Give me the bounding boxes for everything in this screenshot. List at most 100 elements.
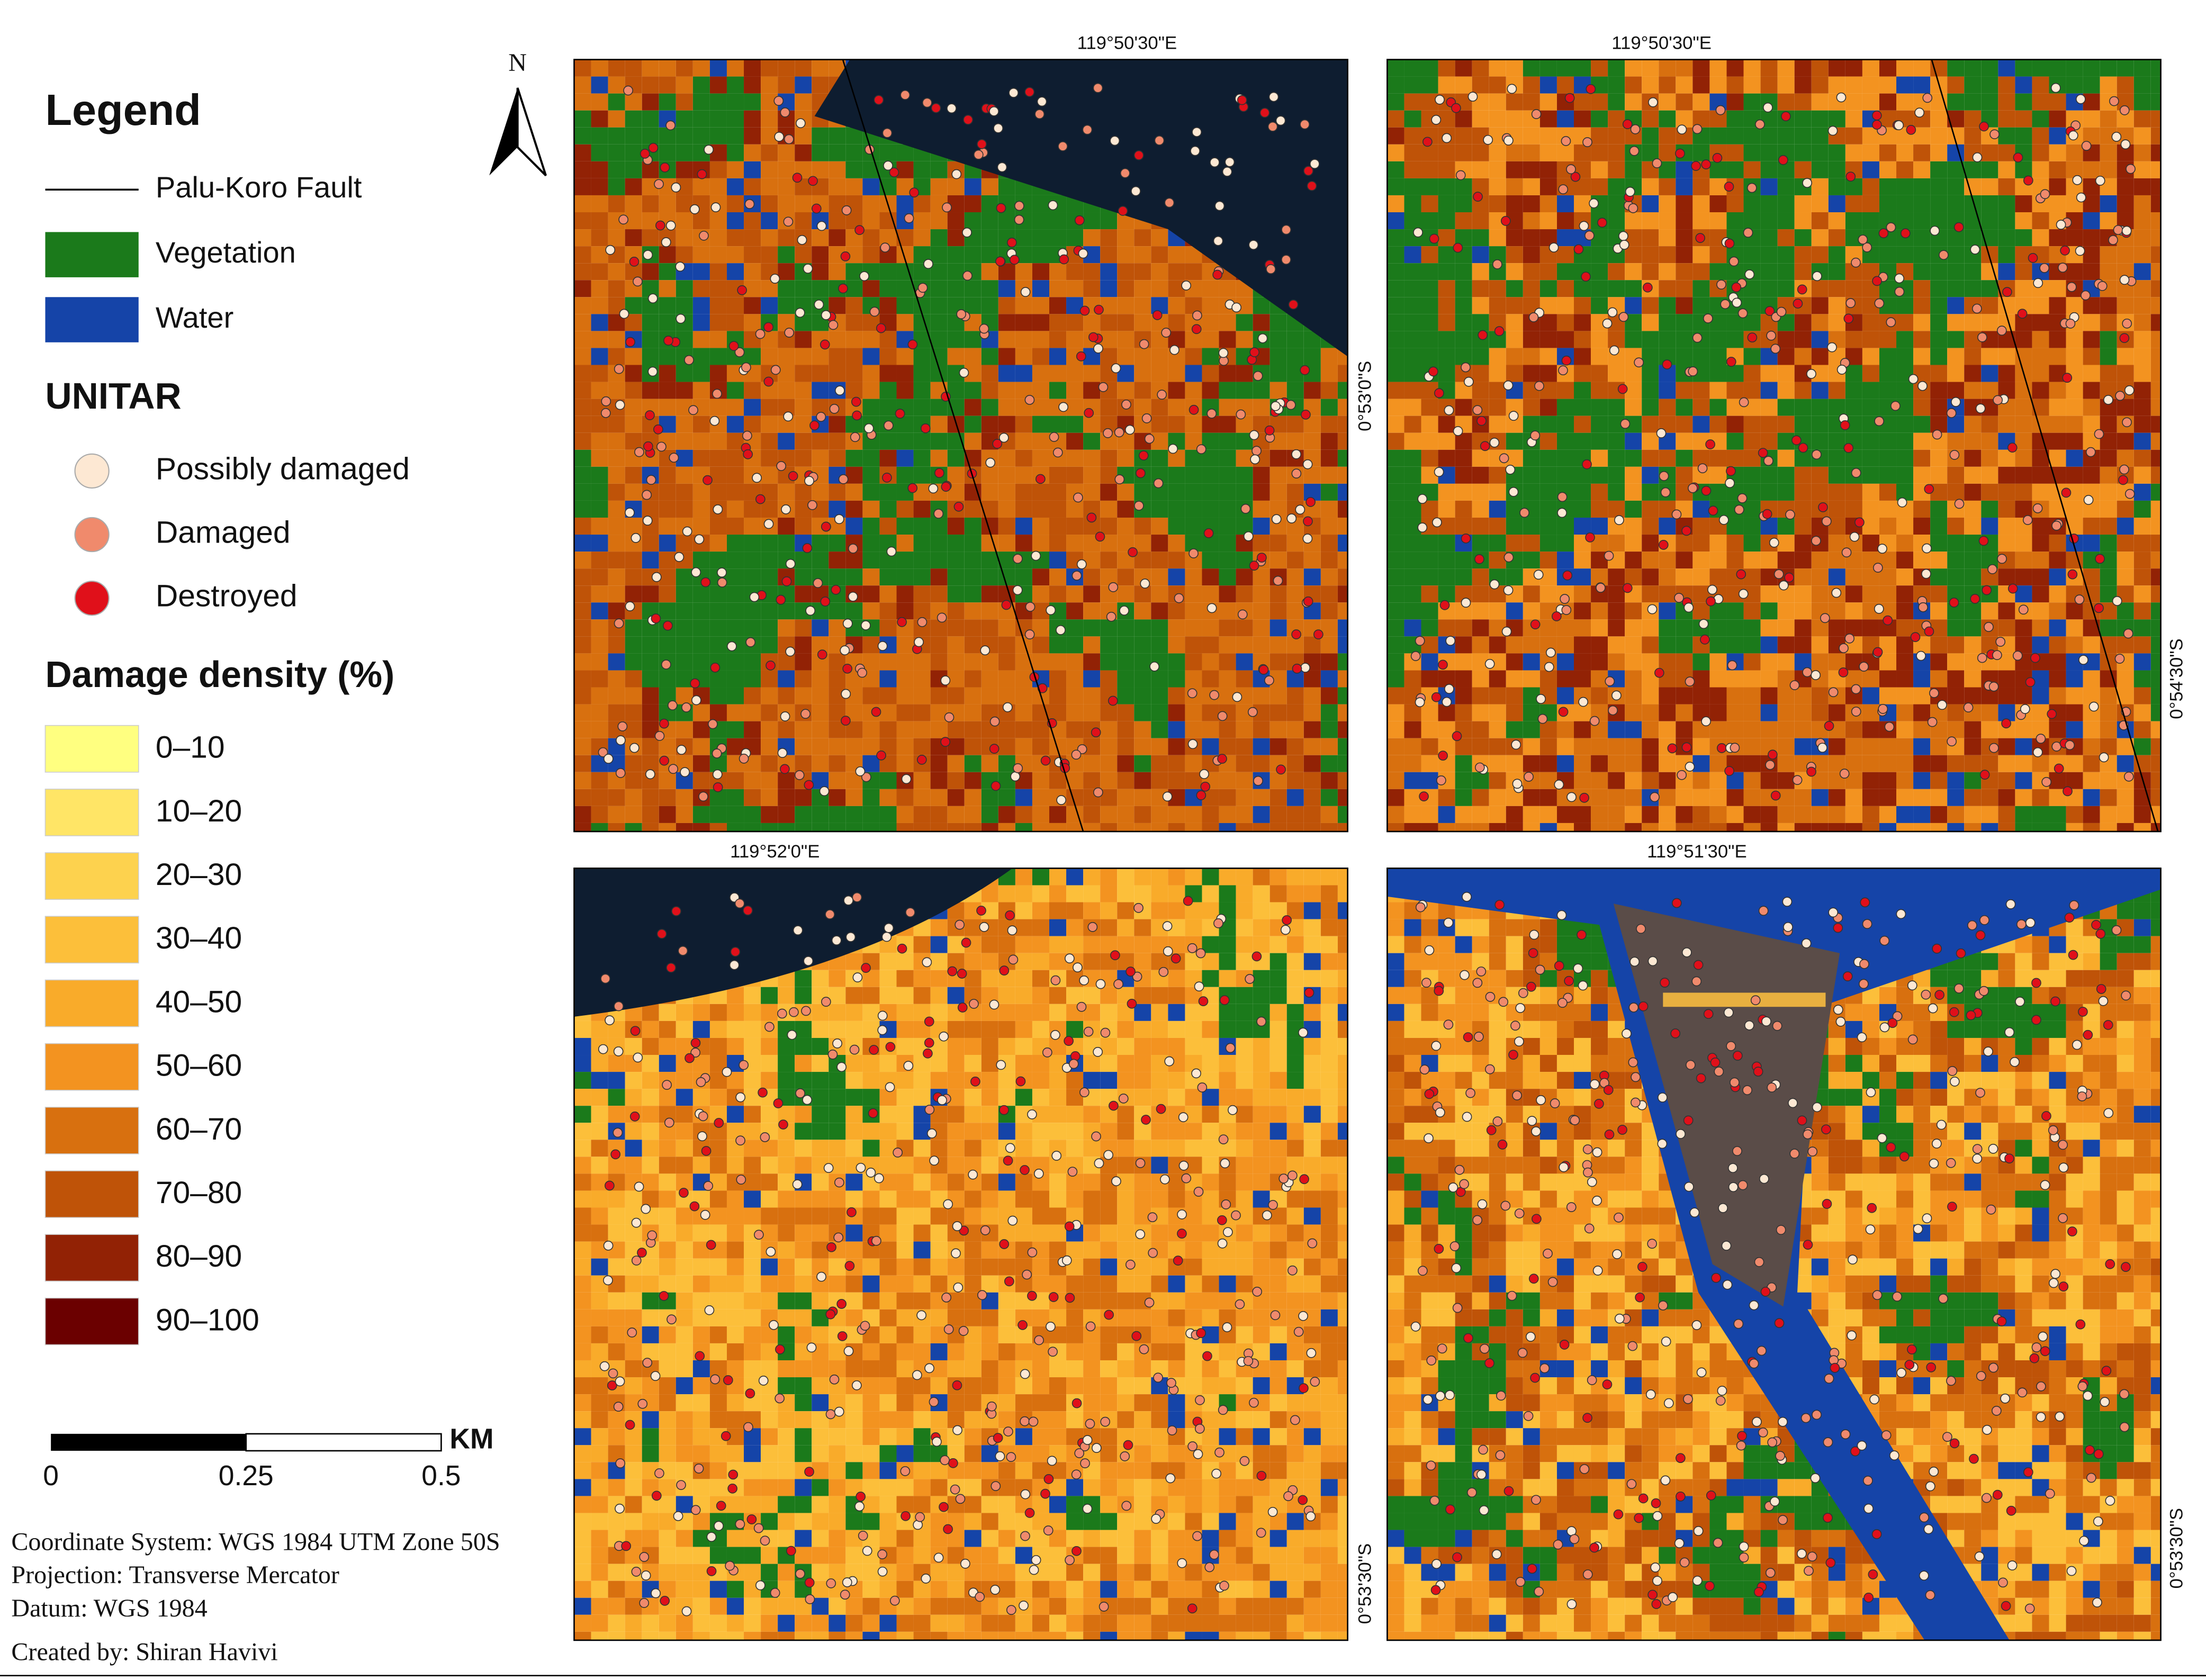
- raster-cell: [1117, 619, 1134, 637]
- raster-cell: [1676, 416, 1693, 433]
- raster-cell: [829, 789, 846, 806]
- raster-cell: [1659, 382, 1676, 399]
- damage-point: [1528, 312, 1539, 322]
- raster-cell: [1438, 246, 1455, 264]
- raster-cell: [1625, 602, 1642, 620]
- raster-cell: [1845, 823, 1862, 832]
- raster-cell: [1168, 602, 1185, 620]
- raster-cell: [2150, 500, 2161, 518]
- raster-cell: [1743, 212, 1761, 230]
- raster-cell: [1573, 806, 1591, 823]
- raster-cell: [1286, 789, 1304, 806]
- raster-cell: [1625, 399, 1642, 416]
- raster-cell: [1862, 789, 1879, 806]
- damage-point: [1494, 326, 1505, 336]
- damage-point: [1854, 517, 1865, 528]
- damage-point: [1897, 497, 1907, 508]
- raster-cell: [1320, 382, 1338, 399]
- raster-cell: [761, 297, 778, 314]
- raster-cell: [778, 687, 795, 704]
- raster-cell: [2032, 619, 2049, 637]
- raster-cell: [879, 144, 897, 161]
- raster-cell: [2150, 382, 2161, 399]
- raster-cell: [709, 687, 727, 704]
- raster-cell: [1015, 738, 1032, 755]
- raster-cell: [1455, 195, 1472, 213]
- raster-cell: [1049, 483, 1067, 501]
- raster-cell: [1998, 738, 2015, 755]
- raster-cell: [2100, 263, 2117, 281]
- raster-cell: [1117, 500, 1134, 518]
- raster-cell: [744, 59, 761, 77]
- raster-cell: [2100, 670, 2117, 688]
- raster-cell: [1896, 416, 1914, 433]
- raster-cell: [726, 806, 744, 823]
- damage-point: [1181, 281, 1192, 291]
- raster-cell: [1676, 263, 1693, 281]
- raster-cell: [845, 568, 863, 586]
- raster-cell: [692, 552, 710, 569]
- damage-point: [895, 409, 905, 419]
- raster-cell: [845, 449, 863, 467]
- damage-point: [741, 362, 751, 373]
- raster-cell: [2133, 263, 2151, 281]
- raster-cell: [625, 619, 642, 637]
- raster-cell: [2015, 721, 2032, 738]
- raster-cell: [608, 636, 625, 654]
- raster-cell: [1828, 246, 1845, 264]
- raster-cell: [1913, 416, 1931, 433]
- raster-cell: [2032, 365, 2049, 382]
- raster-cell: [2100, 331, 2117, 348]
- raster-cell: [1421, 314, 1438, 331]
- raster-cell: [879, 619, 897, 637]
- raster-cell: [1625, 93, 1642, 111]
- damage-point: [1464, 376, 1474, 387]
- damage-point: [712, 748, 722, 758]
- raster-cell: [1947, 806, 1965, 823]
- raster-cell: [1151, 399, 1168, 416]
- damage-point: [1728, 256, 1739, 267]
- damage-point: [1247, 707, 1258, 717]
- raster-cell: [1828, 314, 1845, 331]
- raster-cell: [1286, 416, 1304, 433]
- raster-cell: [1981, 483, 1998, 501]
- damage-point: [803, 264, 813, 274]
- raster-cell: [709, 229, 727, 247]
- raster-cell: [829, 229, 846, 247]
- raster-cell: [1472, 466, 1489, 484]
- damage-point: [668, 700, 678, 710]
- raster-cell: [829, 161, 846, 178]
- raster-cell: [1404, 738, 1421, 755]
- raster-cell: [1676, 552, 1693, 569]
- raster-cell: [1387, 466, 1404, 484]
- raster-cell: [1608, 653, 1625, 671]
- raster-cell: [964, 535, 982, 552]
- raster-cell: [2150, 229, 2161, 247]
- raster-cell: [1134, 721, 1151, 738]
- raster-cell: [964, 416, 982, 433]
- raster-cell: [1964, 161, 1982, 178]
- damage-point: [1977, 653, 1987, 663]
- raster-cell: [1506, 568, 1523, 586]
- raster-cell: [1811, 416, 1829, 433]
- raster-cell: [2150, 721, 2161, 738]
- raster-cell: [591, 636, 608, 654]
- raster-cell: [947, 263, 965, 281]
- raster-cell: [1387, 263, 1404, 281]
- raster-cell: [2150, 687, 2161, 704]
- raster-cell: [1879, 432, 1897, 450]
- raster-cell: [591, 229, 608, 247]
- raster-cell: [2133, 280, 2151, 297]
- raster-cell: [1489, 280, 1506, 297]
- damage-point: [1243, 531, 1254, 541]
- raster-cell: [709, 449, 727, 467]
- raster-cell: [947, 636, 965, 654]
- raster-cell: [625, 144, 642, 161]
- raster-cell: [591, 619, 608, 637]
- raster-cell: [1811, 195, 1829, 213]
- raster-cell: [1489, 110, 1506, 128]
- raster-cell: [1879, 500, 1897, 518]
- raster-cell: [930, 331, 948, 348]
- raster-cell: [1998, 500, 2015, 518]
- raster-cell: [879, 772, 897, 789]
